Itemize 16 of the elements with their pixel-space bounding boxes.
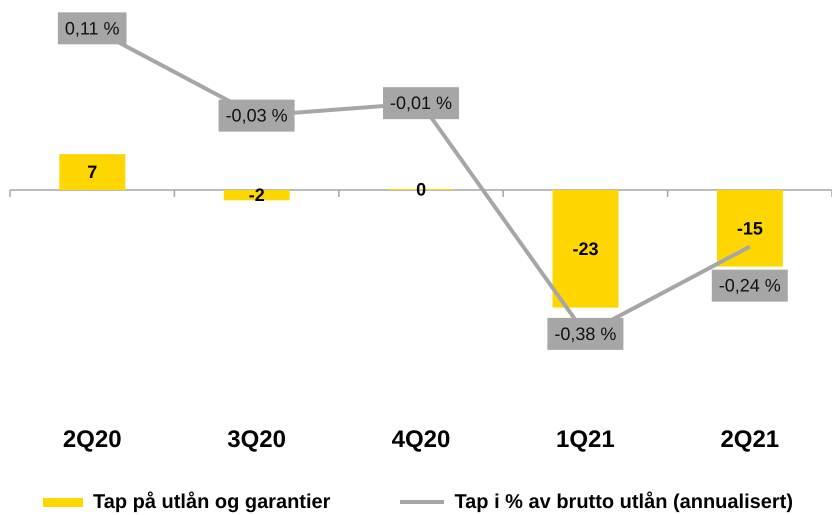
legend-label: Tap på utlån og garantier [93,490,330,514]
data-label: 7 [87,162,98,182]
data-label: -2 [248,185,265,206]
data-label: -15 [736,218,763,238]
x-tick-label: 1Q21 [556,426,615,454]
data-label: -23 [572,238,599,259]
legend-label: Tap i % av brutto utlån (annualisert) [454,490,793,514]
data-label: 0,11 % [64,18,120,38]
x-tick-label: 4Q20 [392,426,450,454]
x-tick-label: 2Q21 [720,426,780,454]
data-label: -0,38 % [554,324,616,344]
x-tick-label: 2Q20 [62,426,122,454]
data-label: -0,24 % [718,276,781,296]
data-label: -0,01 % [390,93,452,114]
x-tick-label: 3Q20 [227,426,286,454]
data-label: -0,03 % [226,106,288,126]
